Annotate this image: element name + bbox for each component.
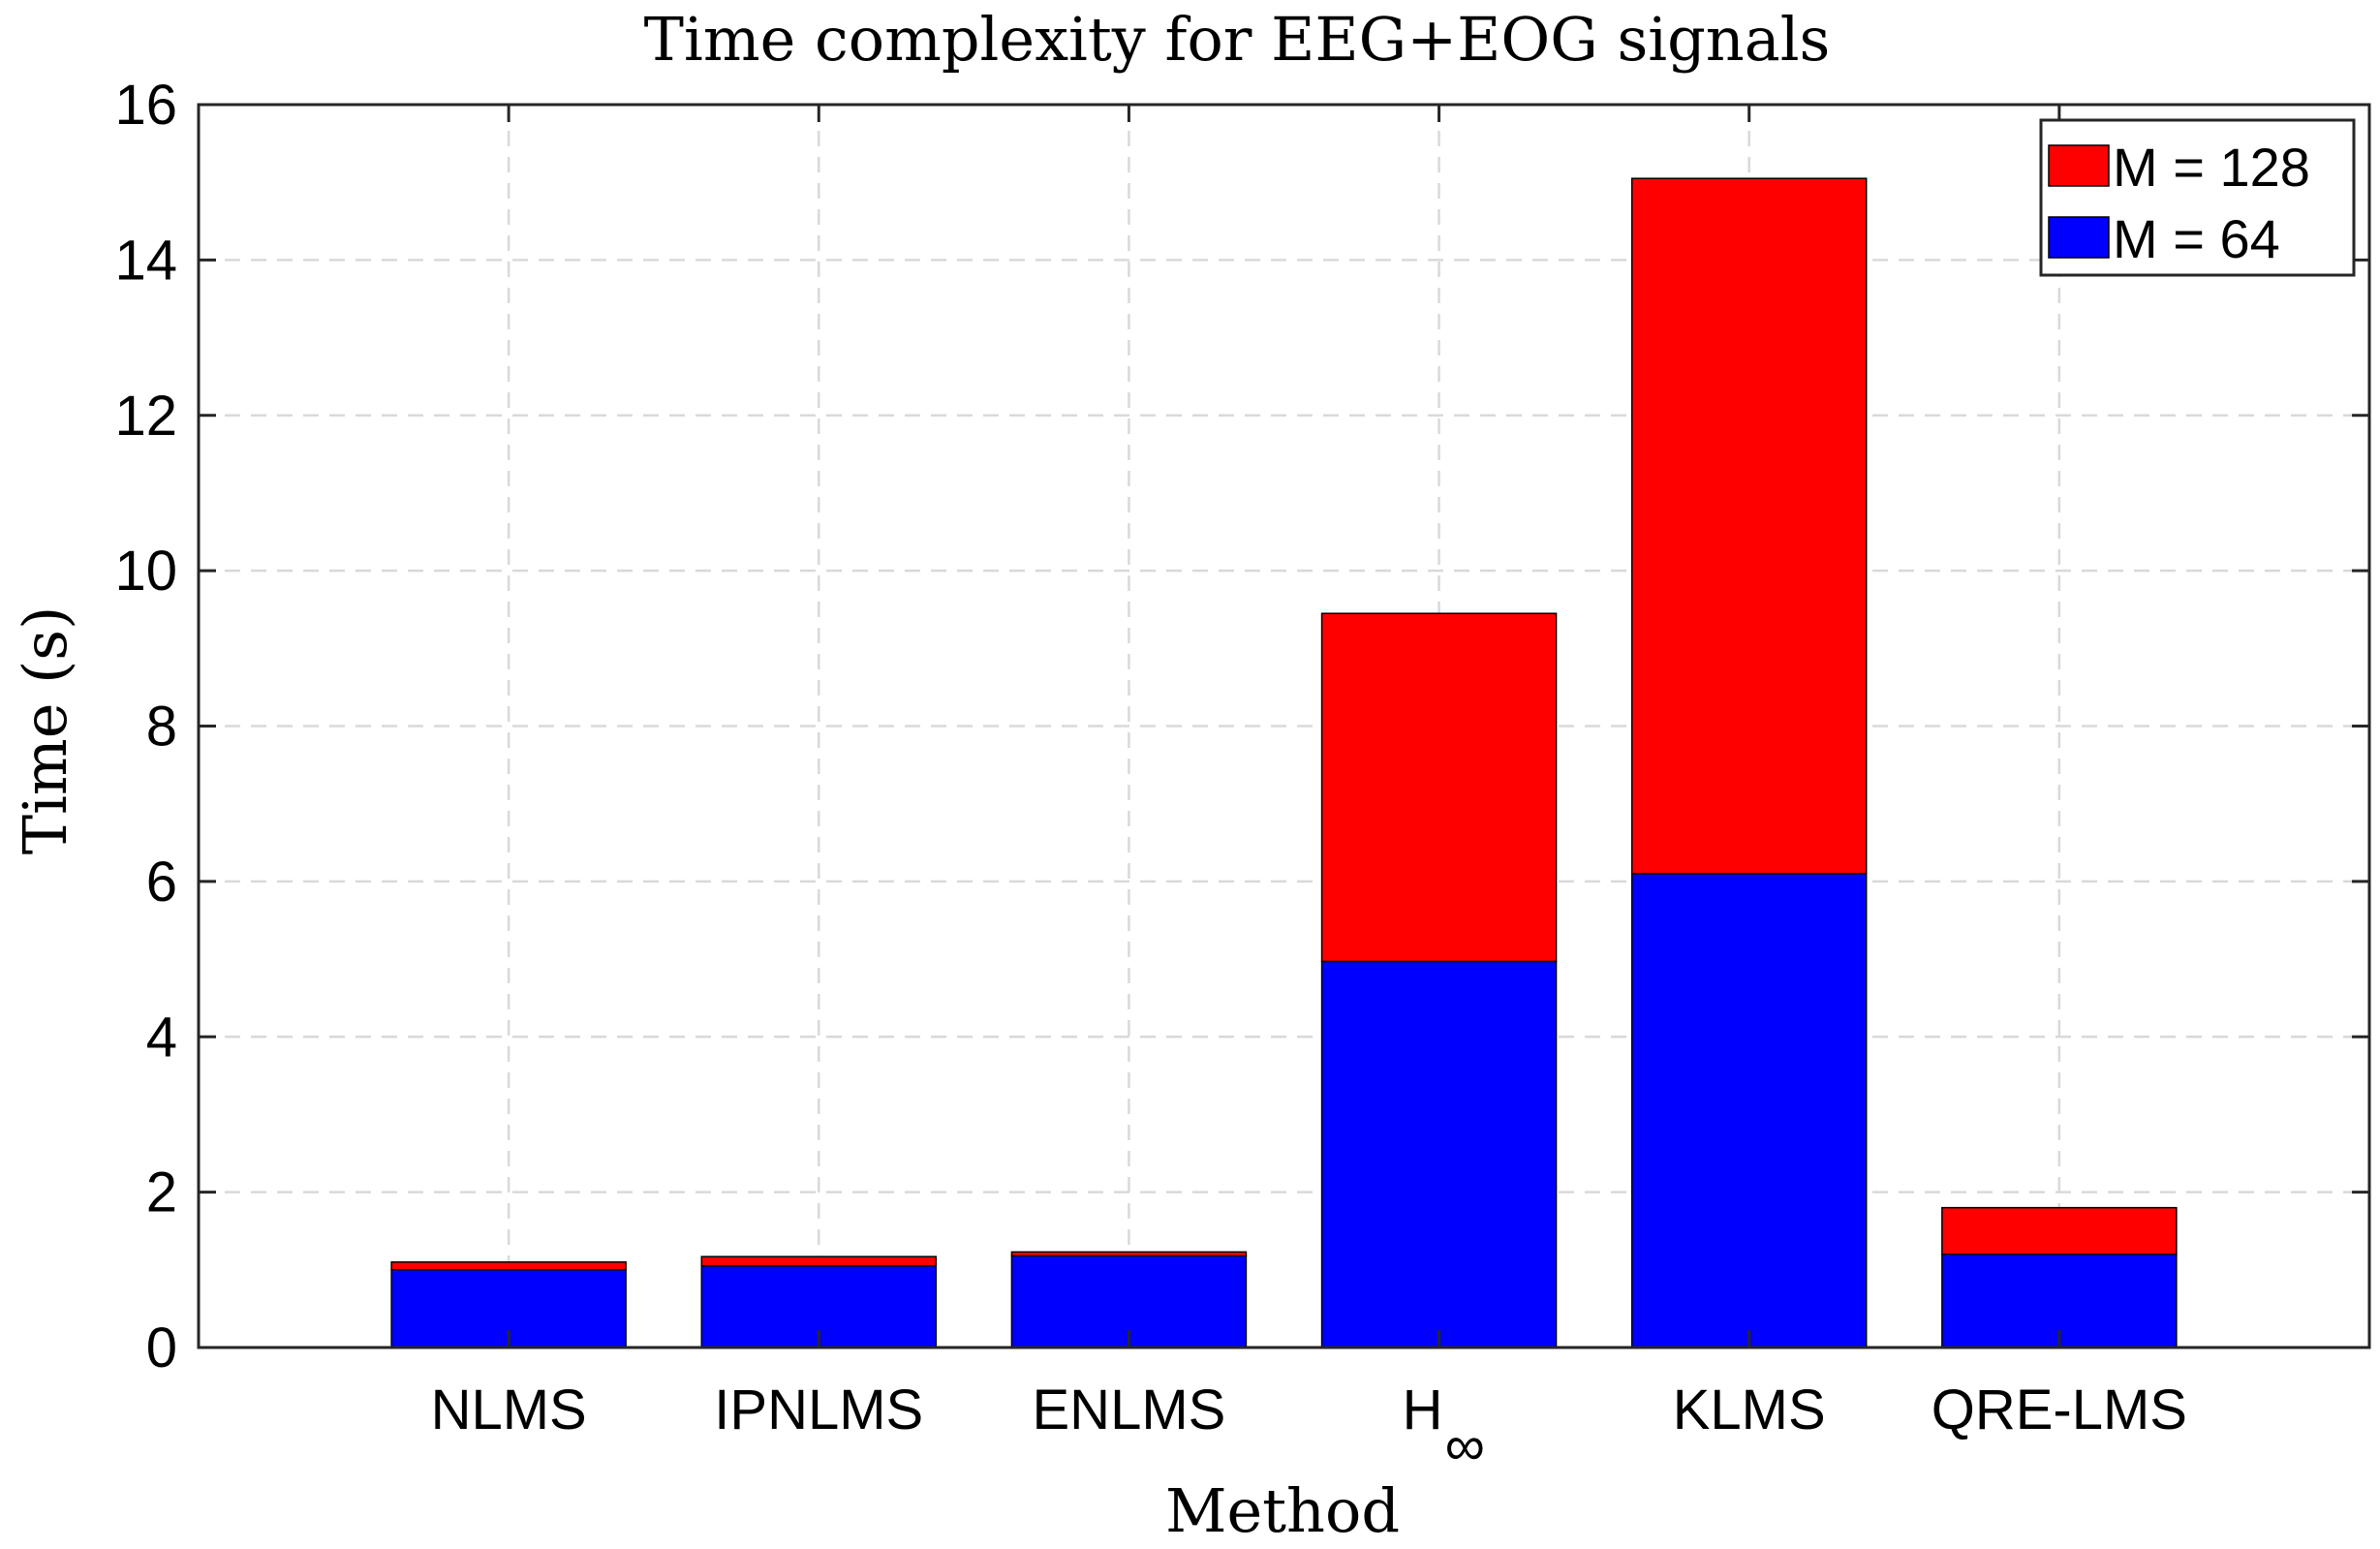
y-tick-label: 16 — [114, 74, 177, 137]
bar-qrelms-series-2 — [1941, 1206, 2178, 1255]
bar-h-series-1 — [1320, 960, 1558, 1348]
y-tick-label: 12 — [114, 385, 177, 448]
x-axis-label: Method — [1165, 1475, 1400, 1546]
y-tick-label: 0 — [146, 1317, 177, 1379]
y-tick-label: 14 — [114, 229, 177, 292]
legend-swatch — [2048, 144, 2110, 187]
x-tick-label-subscript: ∞ — [1445, 1414, 1485, 1477]
y-tick-label: 8 — [146, 696, 177, 759]
bar-h-series-2 — [1320, 612, 1558, 963]
x-tick-label: H — [1403, 1379, 1443, 1441]
x-tick-label: NLMS — [431, 1379, 587, 1441]
legend: M = 128 M = 64 — [2039, 118, 2356, 277]
bar-nlms-series-2 — [390, 1261, 627, 1271]
bar-klms-series-2 — [1630, 177, 1868, 875]
y-tick-labels: 0 2 4 6 8 10 12 14 16 — [114, 74, 177, 1379]
legend-label: M = 64 — [2113, 208, 2280, 269]
bar-ipnlms-series-2 — [700, 1255, 938, 1267]
x-tick-labels: NLMS IPNLMS ENLMS H∞ KLMS QRE-LMS — [431, 1379, 2187, 1477]
y-tick-label: 4 — [146, 1006, 177, 1069]
chart-title: Time complexity for EEG+EOG signals — [644, 4, 1831, 75]
axis-ticks — [199, 103, 2369, 1349]
y-tick-label: 6 — [146, 851, 177, 914]
x-tick-label: ENLMS — [1033, 1379, 1226, 1441]
x-tick-label: IPNLMS — [714, 1379, 923, 1441]
y-tick-label: 2 — [146, 1162, 177, 1224]
bar-klms-series-1 — [1630, 873, 1868, 1348]
y-tick-label: 10 — [114, 540, 177, 603]
grid-lines — [199, 105, 2369, 1348]
y-axis-label: Time (s) — [10, 606, 80, 855]
legend-label: M = 128 — [2113, 137, 2310, 198]
bars — [390, 177, 2178, 1348]
legend-swatch — [2048, 216, 2110, 259]
x-tick-label: KLMS — [1673, 1379, 1826, 1441]
bar-enlms-series-2 — [1010, 1251, 1248, 1257]
x-tick-label: QRE-LMS — [1932, 1379, 2187, 1441]
